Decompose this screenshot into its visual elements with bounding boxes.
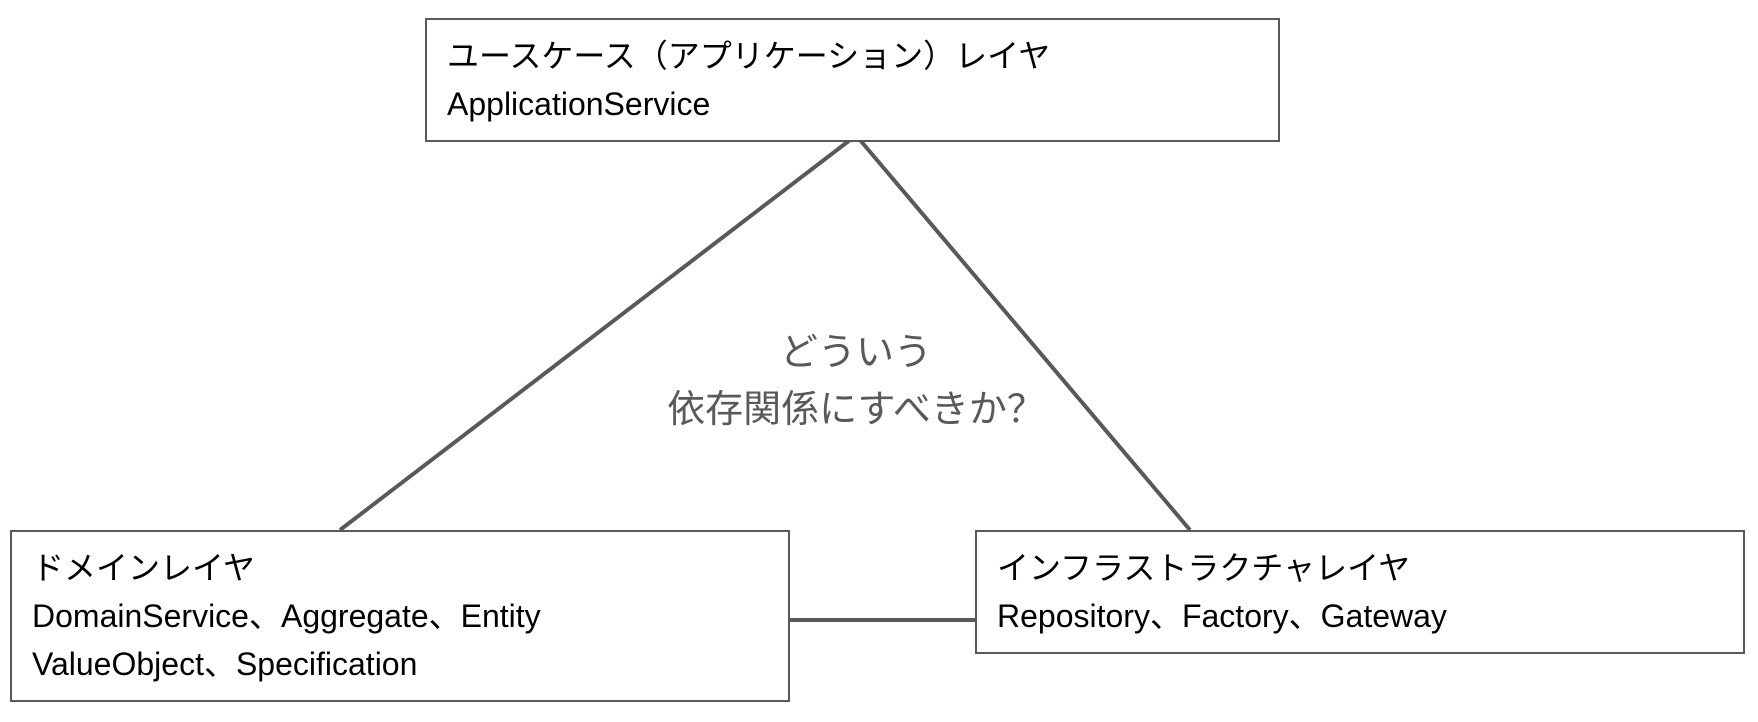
center-question-line1: どういう — [556, 325, 1156, 382]
node-domain-line1: DomainService、Aggregate、Entity — [32, 592, 768, 640]
node-infra-title: インフラストラクチャレイヤ — [997, 544, 1723, 592]
center-question-line2: 依存関係にすべきか？ — [556, 382, 1156, 439]
node-domain-line2: ValueObject、Specification — [32, 640, 768, 688]
node-application-layer: ユースケース（アプリケーション）レイヤ ApplicationService — [425, 18, 1280, 142]
node-infrastructure-layer: インフラストラクチャレイヤ Repository、Factory、Gateway — [975, 530, 1745, 654]
node-domain-title: ドメインレイヤ — [32, 544, 768, 592]
node-domain-layer: ドメインレイヤ DomainService、Aggregate、Entity V… — [10, 530, 790, 702]
node-application-subtitle: ApplicationService — [447, 80, 1258, 128]
node-infra-line1: Repository、Factory、Gateway — [997, 592, 1723, 640]
center-question-label: どういう 依存関係にすべきか？ — [556, 325, 1156, 439]
node-application-title: ユースケース（アプリケーション）レイヤ — [447, 32, 1258, 80]
